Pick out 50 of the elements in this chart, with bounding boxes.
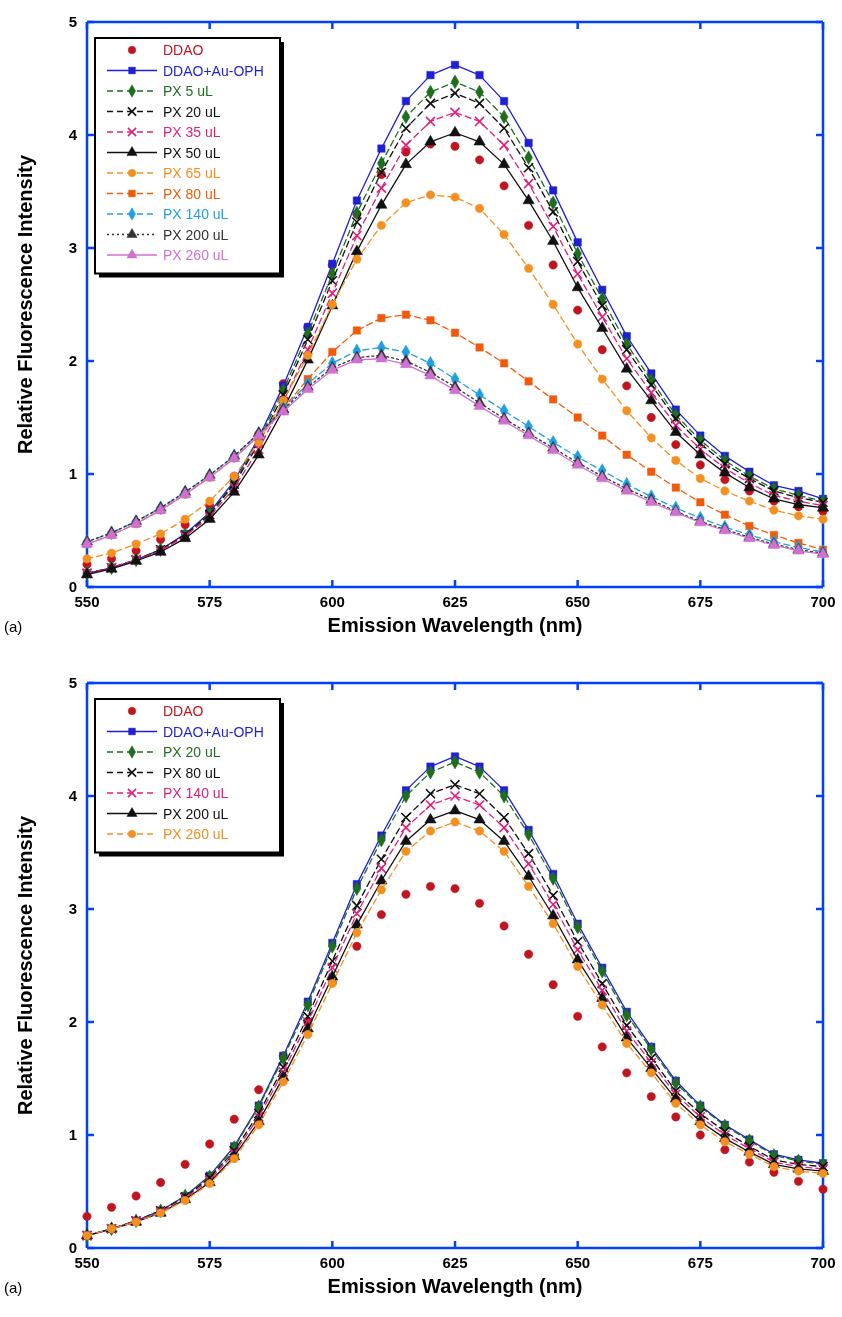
y-tick-label: 5 bbox=[68, 674, 77, 691]
y-tick-label: 3 bbox=[68, 900, 77, 917]
legend-label: PX 260 uL bbox=[163, 826, 229, 842]
x-tick-label: 550 bbox=[74, 593, 100, 610]
legend-label: PX 260 uL bbox=[163, 247, 229, 263]
legend-label: PX 20 uL bbox=[163, 744, 221, 760]
legend-label: PX 65 uL bbox=[163, 165, 221, 181]
x-axis-title: Emission Wavelength (nm) bbox=[327, 1275, 583, 1297]
legend-label: PX 50 uL bbox=[163, 144, 221, 161]
legend-label: PX 5 uL bbox=[163, 83, 214, 99]
y-tick-label: 0 bbox=[68, 578, 77, 595]
legend-label: PX 80 uL bbox=[163, 764, 221, 781]
y-tick-label: 3 bbox=[68, 239, 77, 256]
y-tick-label: 2 bbox=[68, 352, 77, 369]
x-tick-label: 600 bbox=[319, 1254, 345, 1271]
y-tick-label: 4 bbox=[68, 126, 78, 143]
legend-label: DDAO+Au-OPH bbox=[163, 62, 264, 79]
y-tick-label: 4 bbox=[68, 787, 78, 804]
x-tick-label: 700 bbox=[810, 1254, 836, 1271]
x-tick-label: 575 bbox=[197, 1254, 223, 1271]
y-tick-label: 5 bbox=[68, 13, 77, 30]
legend-label: PX 140 uL bbox=[163, 785, 229, 801]
y-tick-label: 1 bbox=[68, 465, 77, 482]
x-tick-label: 625 bbox=[442, 1254, 468, 1271]
x-tick-label: 650 bbox=[565, 1254, 591, 1271]
x-tick-label: 675 bbox=[687, 1254, 713, 1271]
x-tick-label: 675 bbox=[687, 593, 713, 610]
legend-label: PX 200 uL bbox=[163, 226, 229, 243]
x-axis-title: Emission Wavelength (nm) bbox=[327, 614, 583, 636]
x-tick-label: 650 bbox=[565, 593, 591, 610]
y-tick-label: 1 bbox=[68, 1126, 77, 1143]
legend-label: DDAO bbox=[163, 42, 204, 58]
legend-label: PX 200 uL bbox=[163, 805, 229, 822]
x-tick-label: 600 bbox=[319, 593, 345, 610]
y-tick-label: 0 bbox=[68, 1239, 77, 1256]
y-axis-title: Relative Fluorescence Intensity bbox=[14, 815, 36, 1116]
y-tick-label: 2 bbox=[68, 1013, 77, 1030]
legend-label: PX 140 uL bbox=[163, 206, 229, 222]
legend-label: DDAO+Au-OPH bbox=[163, 723, 264, 740]
legend-label: PX 80 uL bbox=[163, 185, 221, 202]
legend-label: PX 20 uL bbox=[163, 103, 221, 120]
y-axis-title: Relative Fluorescence Intensity bbox=[14, 154, 36, 455]
x-tick-label: 700 bbox=[810, 593, 836, 610]
text: (a) bbox=[4, 618, 23, 635]
legend-label: DDAO bbox=[163, 703, 204, 719]
x-tick-label: 550 bbox=[74, 1254, 100, 1271]
text: (a) bbox=[4, 1279, 23, 1296]
legend-label: PX 35 uL bbox=[163, 124, 221, 140]
x-tick-label: 575 bbox=[197, 593, 223, 610]
x-tick-label: 625 bbox=[442, 593, 468, 610]
